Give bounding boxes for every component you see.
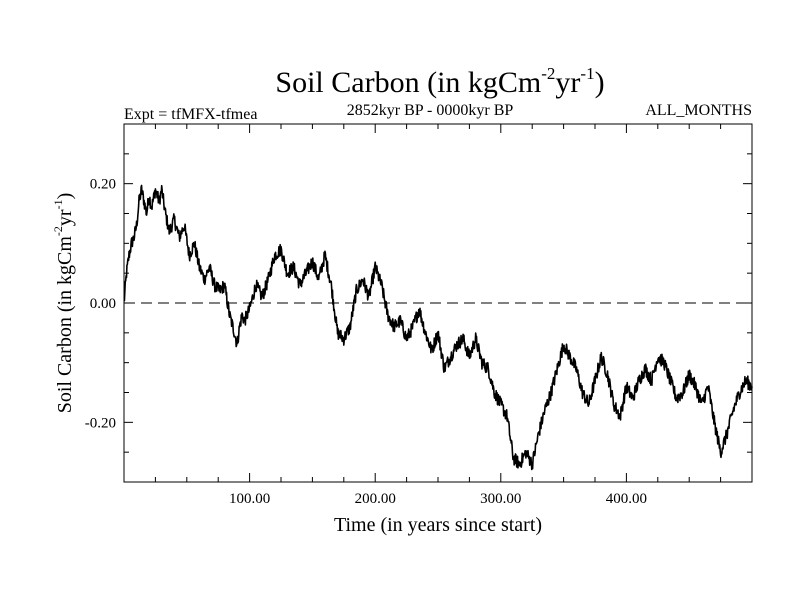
y-tick-label: 0.00 — [90, 296, 116, 312]
soil-carbon-series-line — [123, 184, 753, 471]
y-tick-label: -0.20 — [85, 415, 116, 431]
subtitle-center: 2852kyr BP - 0000kyr BP — [347, 102, 514, 119]
tick-labels: 100.00 200.00 300.00 400.00 0.20 0.00 -0.20 — [85, 177, 647, 507]
axis-ticks — [124, 124, 752, 482]
x-axis-label: Time (in years since start) — [334, 514, 542, 536]
x-tick-label: 300.00 — [480, 491, 521, 507]
x-tick-label: 100.00 — [229, 491, 270, 507]
y-tick-label: 0.20 — [90, 177, 116, 193]
subtitle-right: ALL_MONTHS — [645, 102, 752, 119]
x-tick-label: 200.00 — [355, 491, 396, 507]
x-tick-label: 400.00 — [606, 491, 647, 507]
chart-title: Soil Carbon (in kgCm-2yr-1) — [275, 64, 604, 99]
series-group — [123, 184, 753, 471]
y-axis-label: Soil Carbon (in kgCm-2yr-1) — [51, 193, 76, 414]
subtitle-left: Expt = tfMFX-tfmea — [124, 106, 257, 123]
